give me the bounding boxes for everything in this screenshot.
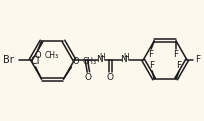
Text: N: N bbox=[96, 54, 103, 64]
Text: F: F bbox=[150, 60, 155, 70]
Text: H: H bbox=[100, 53, 105, 61]
Text: F: F bbox=[149, 50, 154, 59]
Text: O: O bbox=[72, 57, 79, 66]
Text: F: F bbox=[195, 56, 201, 64]
Text: Cl: Cl bbox=[31, 56, 40, 66]
Text: H: H bbox=[123, 53, 129, 61]
Text: Br: Br bbox=[3, 55, 14, 65]
Text: N: N bbox=[120, 54, 127, 64]
Text: CH₃: CH₃ bbox=[82, 57, 96, 66]
Text: O: O bbox=[85, 72, 92, 82]
Text: F: F bbox=[176, 60, 182, 70]
Text: CH₃: CH₃ bbox=[44, 51, 59, 60]
Text: F: F bbox=[174, 50, 179, 59]
Text: O: O bbox=[34, 51, 41, 60]
Text: O: O bbox=[107, 72, 114, 82]
